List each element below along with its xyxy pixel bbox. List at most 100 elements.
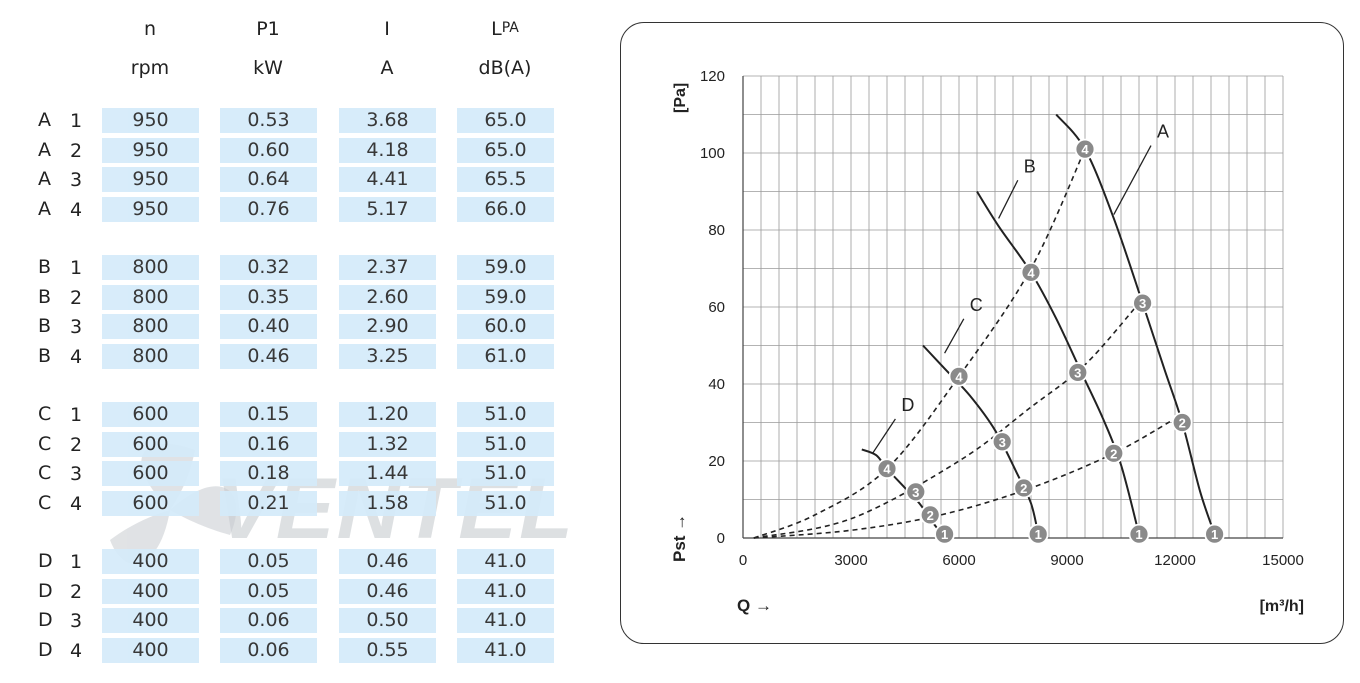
column-unit: rpm <box>130 57 170 79</box>
y-tick-label: 80 <box>708 222 725 239</box>
curve-label-a: A <box>1157 122 1169 142</box>
table-cell-i: 0.46 <box>339 578 436 604</box>
table-cell-lpa: 51.0 <box>457 461 554 486</box>
x-axis-unit: [m³/h] <box>1260 598 1304 615</box>
operating-point-marker <box>1171 412 1193 433</box>
row-step-label: 3 <box>70 316 83 338</box>
row-group-label: B <box>38 285 52 308</box>
row-step-label: 2 <box>70 139 83 162</box>
x-tick-label: 3000 <box>834 552 867 569</box>
table-cell-i: 0.55 <box>339 637 436 663</box>
table-cell-p1: 0.21 <box>220 490 317 516</box>
table-cell-p1: 0.05 <box>220 578 317 604</box>
column-header-l: LPA <box>445 18 565 40</box>
operating-point-marker <box>1103 442 1125 464</box>
system-curve-dashed <box>753 148 1086 539</box>
operating-point-label: 1 <box>941 527 948 542</box>
table-cell-n: 400 <box>102 608 199 633</box>
table-cell-n: 400 <box>102 637 199 663</box>
operating-point-marker <box>1132 292 1153 314</box>
table-cell-i: 2.90 <box>339 314 436 339</box>
header-symbol: P1 <box>256 18 280 40</box>
table-cell-p1: 0.35 <box>220 284 317 310</box>
table-cell-i: 1.58 <box>339 490 436 516</box>
table-cell-lpa: 41.0 <box>457 549 554 574</box>
x-tick-label: 9000 <box>1050 552 1083 569</box>
row-step-label: 4 <box>70 198 83 221</box>
row-group-label: D <box>38 609 53 631</box>
table-cell-lpa: 41.0 <box>457 578 554 604</box>
operating-point-marker <box>1067 362 1089 383</box>
curve-label-c: C <box>970 295 983 315</box>
operating-point-label: 1 <box>1035 527 1042 542</box>
fan-curve-b <box>976 190 1140 535</box>
curve-label-b: B <box>1024 156 1036 176</box>
table-cell-i: 4.18 <box>339 137 436 163</box>
row-group-label: B <box>38 256 52 278</box>
x-axis-label: Q → <box>737 596 772 615</box>
table-cell-i: 1.44 <box>339 461 436 486</box>
table-cell-lpa: 59.0 <box>457 255 554 280</box>
table-cell-p1: 0.06 <box>220 637 317 663</box>
header-symbol: n <box>143 18 157 40</box>
y-axis-label: Pst → <box>670 514 689 562</box>
column-header-n: n <box>90 18 210 40</box>
operating-point-marker <box>1128 523 1150 545</box>
operating-point-marker <box>1074 138 1096 160</box>
operating-point-label: 3 <box>912 485 919 500</box>
curve-label-leader <box>944 318 965 354</box>
table-cell-lpa: 66.0 <box>457 196 554 222</box>
table-cell-i: 2.37 <box>339 255 436 280</box>
table-cell-lpa: 59.0 <box>457 284 554 310</box>
operating-point-marker <box>876 458 898 480</box>
table-cell-lpa: 41.0 <box>457 637 554 663</box>
table-cell-i: 4.41 <box>339 167 436 192</box>
operating-point-label: 1 <box>1211 527 1218 542</box>
table-cell-p1: 0.05 <box>220 549 317 574</box>
operating-point-label: 4 <box>1027 265 1035 280</box>
fan-curve-chart: 0 3000 6000 9000 12000 15000 0 20 40 60 80 100 120 Q … <box>670 68 1304 615</box>
table-cell-n: 800 <box>102 255 199 280</box>
row-step-label: 1 <box>70 404 83 426</box>
table-cell-n: 600 <box>102 461 199 486</box>
column-unit: A <box>380 57 394 79</box>
table-cell-p1: 0.16 <box>220 431 317 457</box>
row-group-label: C <box>38 491 52 514</box>
operating-point-label: 3 <box>1139 296 1146 311</box>
table-cell-lpa: 65.0 <box>457 108 554 133</box>
table-cell-i: 0.46 <box>339 549 436 574</box>
row-group-label: A <box>38 109 51 131</box>
fan-curve-a <box>1055 113 1216 535</box>
operating-point-label: 4 <box>883 462 891 477</box>
row-step-label: 1 <box>70 110 83 132</box>
table-cell-lpa: 60.0 <box>457 314 554 339</box>
row-step-label: 4 <box>70 639 83 662</box>
row-step-label: 3 <box>70 169 83 191</box>
y-axis-unit: [Pa] <box>672 83 689 113</box>
table-cell-n: 600 <box>102 490 199 516</box>
table-cell-p1: 0.06 <box>220 608 317 633</box>
row-group-label: D <box>38 638 53 661</box>
table-cell-n: 800 <box>102 343 199 369</box>
table-cell-i: 1.20 <box>339 402 436 427</box>
table-cell-n: 950 <box>102 167 199 192</box>
curve-label-d: D <box>901 395 914 415</box>
y-tick-label: 100 <box>700 145 725 162</box>
table-cell-n: 600 <box>102 402 199 427</box>
operating-point-label: 3 <box>999 435 1006 450</box>
table-cell-n: 950 <box>102 137 199 163</box>
y-tick-label: 60 <box>708 299 725 316</box>
table-cell-p1: 0.18 <box>220 461 317 486</box>
curve-label-leader <box>872 418 896 454</box>
table-cell-lpa: 65.0 <box>457 137 554 163</box>
table-cell-i: 1.32 <box>339 431 436 457</box>
table-cell-p1: 0.76 <box>220 196 317 222</box>
column-header-p1: P1 <box>208 18 328 40</box>
operating-point-marker <box>934 523 956 545</box>
table-cell-p1: 0.15 <box>220 402 317 427</box>
fan-curve-c <box>922 344 1040 535</box>
operating-point-label: 4 <box>1081 142 1089 157</box>
curve-label-leader <box>998 179 1019 219</box>
table-cell-p1: 0.32 <box>220 255 317 280</box>
column-header-i: I <box>327 18 447 40</box>
